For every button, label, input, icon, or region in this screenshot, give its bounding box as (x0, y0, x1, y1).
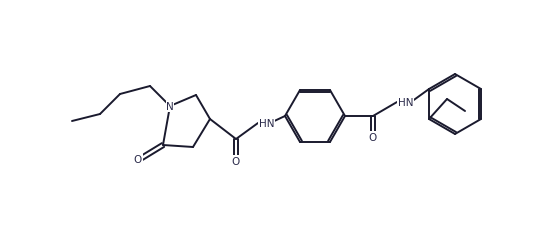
Text: O: O (369, 132, 377, 142)
Text: N: N (166, 101, 174, 111)
Text: O: O (134, 154, 142, 164)
Text: O: O (232, 156, 240, 166)
Text: HN: HN (398, 98, 414, 108)
Text: HN: HN (259, 118, 274, 128)
